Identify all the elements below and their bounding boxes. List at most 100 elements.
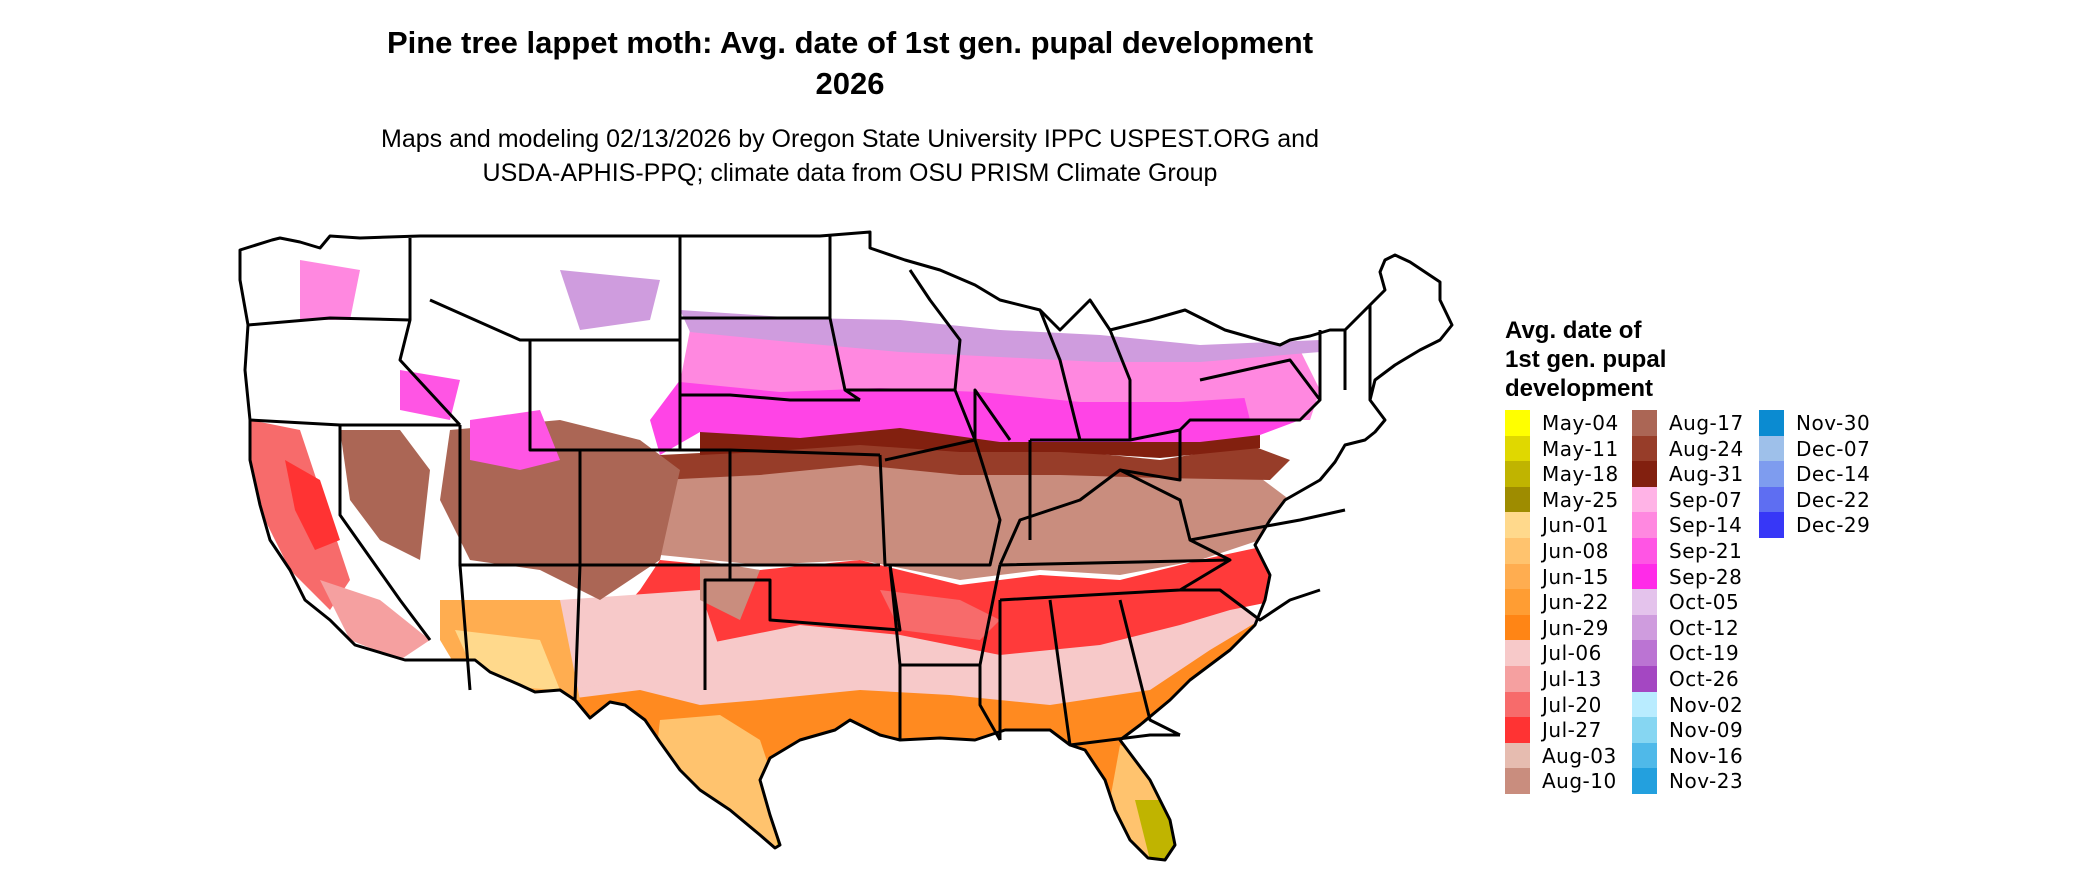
legend-swatch [1505, 717, 1530, 743]
us-outline [238, 230, 1454, 862]
legend-swatch [1505, 537, 1530, 564]
zone-ne-pink [1240, 380, 1320, 420]
legend-swatch [1632, 589, 1657, 615]
legend-label: Dec-14 [1796, 462, 1871, 487]
legend-label: Oct-12 [1669, 615, 1740, 640]
border-ga-fl [1069, 599, 1181, 747]
border-wi [908, 269, 962, 391]
legend-label: Jul-13 [1542, 666, 1602, 691]
legend-swatch [1759, 512, 1784, 538]
legend-label: Dec-07 [1796, 436, 1871, 461]
legend-label: Jul-27 [1542, 718, 1602, 743]
map-title-line2: 2026 [815, 66, 885, 101]
legend-swatch [1632, 486, 1657, 513]
legend-swatch [1632, 461, 1657, 487]
legend-label: Nov-23 [1669, 769, 1744, 794]
zone-nv-brown [340, 430, 430, 560]
border-sd-ne [680, 393, 860, 402]
legend-label: Aug-03 [1542, 743, 1617, 768]
legend-swatch [1759, 410, 1784, 436]
border-pa-ny [1178, 358, 1322, 432]
state-borders [238, 230, 1454, 862]
legend-label: Dec-29 [1796, 513, 1871, 538]
legend-label: Nov-02 [1669, 692, 1744, 717]
border-la [898, 665, 1002, 741]
legend-swatch [1505, 614, 1530, 641]
legend-swatch [1632, 435, 1657, 462]
legend-swatch [1505, 640, 1530, 666]
legend-swatch [1632, 742, 1657, 769]
zone-ca-darkred [285, 460, 340, 550]
us-pupal-development-map [238, 230, 1454, 862]
border-nm-tx [703, 565, 732, 690]
zone-may [770, 790, 830, 860]
legend-label: Oct-05 [1669, 590, 1740, 615]
legend-label: Sep-07 [1669, 487, 1743, 512]
legend-swatch [1759, 435, 1784, 462]
zone-jul-light [560, 600, 1260, 705]
legend-label: Jun-01 [1542, 513, 1609, 538]
legend-swatch [1632, 614, 1657, 641]
border-mo [878, 439, 1002, 567]
legend-label: Jul-06 [1542, 641, 1602, 666]
border-or-wa [247, 316, 411, 327]
legend-label: Nov-30 [1796, 411, 1871, 435]
border-il-in [973, 388, 1032, 540]
legend-swatch [1505, 461, 1530, 487]
legend-label: Jun-29 [1542, 615, 1609, 640]
legend-label: Sep-14 [1669, 513, 1743, 538]
legend-swatch [1632, 717, 1657, 743]
legend-swatch [1505, 435, 1530, 462]
legend-swatch [1505, 512, 1530, 538]
map-subtitle-line1: Maps and modeling 02/13/2026 by Oregon S… [381, 125, 1319, 153]
map-title-line1: Pine tree lappet moth: Avg. date of 1st … [386, 25, 1314, 60]
legend-label: Jun-22 [1542, 590, 1609, 615]
legend-swatch [1505, 768, 1530, 794]
legend-label: Aug-17 [1669, 411, 1744, 435]
border-tn [999, 558, 1232, 602]
legend-title-line: Avg. date of [1505, 317, 1642, 344]
border-va-nc [1189, 508, 1346, 542]
zone-west-magenta [470, 410, 560, 470]
border-nc-sc [1180, 588, 1321, 622]
zone-tx-pink [560, 590, 720, 690]
zone-mt-lavender [560, 270, 660, 330]
legend-label: Dec-22 [1796, 487, 1871, 512]
legend-label: Oct-19 [1669, 641, 1740, 666]
legend-swatch [1632, 537, 1657, 564]
legend-label: May-18 [1542, 462, 1619, 487]
legend-label: Oct-26 [1669, 666, 1740, 691]
legend-label: Jun-15 [1542, 564, 1609, 589]
legend-swatch [1632, 563, 1657, 590]
border-id [398, 238, 462, 427]
zone-aug-dark [660, 440, 1290, 480]
zone-aug-light [660, 460, 1290, 580]
legend-swatch [1632, 768, 1657, 794]
border-ok-tx [730, 564, 902, 632]
legend-label: Sep-28 [1669, 564, 1743, 589]
legend-label: Nov-09 [1669, 718, 1744, 743]
legend-label: May-04 [1542, 411, 1619, 435]
legend-swatch [1505, 691, 1530, 718]
legend-label: Aug-10 [1542, 769, 1617, 794]
border-ia [845, 388, 977, 462]
legend-swatch [1505, 589, 1530, 615]
legend-label: Jul-20 [1542, 692, 1602, 717]
legend-swatch [1505, 410, 1530, 436]
map-title: Pine tree lappet moth: Avg. date of 1st … [0, 22, 1700, 104]
legend-title: Avg. date of 1st gen. pupal development [1505, 316, 1765, 403]
legend-label: Aug-31 [1669, 462, 1744, 487]
border-mt-south [429, 298, 680, 342]
border-mn [828, 236, 861, 402]
map-subtitle-line2: USDA-APHIS-PPQ; climate data from OSU PR… [482, 159, 1218, 187]
border-ca-nv [338, 425, 432, 641]
legend-label: May-25 [1542, 487, 1619, 512]
legend-swatch [1759, 461, 1784, 487]
legend-label: Aug-24 [1669, 436, 1744, 461]
legend-swatch [1505, 665, 1530, 692]
zone-ca-light [320, 580, 430, 660]
map-subtitle: Maps and modeling 02/13/2026 by Oregon S… [0, 122, 1700, 190]
legend-swatch [1505, 486, 1530, 513]
legend-swatch [1505, 563, 1530, 590]
legend-label: Nov-16 [1669, 743, 1744, 768]
